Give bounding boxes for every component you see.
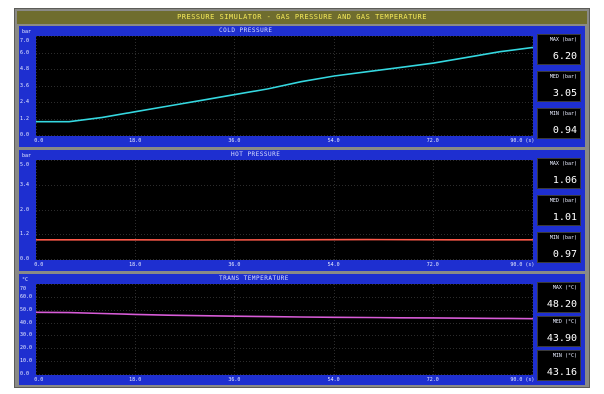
stat-label: MAX (bar) <box>549 37 577 43</box>
x-tick-label: 54.0 <box>327 262 340 268</box>
max-stat-box: MAX (bar) 1.06 <box>537 158 581 189</box>
med-stat-box: MED (bar) 1.01 <box>537 195 581 226</box>
stat-value: 43.16 <box>546 367 577 378</box>
y-unit-label: bar <box>22 153 32 159</box>
x-tick-label: 18.0 <box>129 138 142 144</box>
series-line <box>36 311 533 320</box>
y-tick-label: 0.0 <box>20 371 30 377</box>
stat-label: MAX (°C) <box>552 285 577 291</box>
stat-value: 1.06 <box>552 175 577 186</box>
hot-pressure-panel: HOT PRESSURE bar 5.0 3.4 2.0 1.2 0.0 0.0 18.0… <box>19 150 585 271</box>
x-tick-label: 54.0 <box>327 138 340 144</box>
x-tick-label: 36.0 <box>228 377 241 383</box>
y-tick-label: 30.0 <box>20 332 33 339</box>
x-tick-label: 0.0 <box>34 138 44 144</box>
y-tick-label: 40.0 <box>20 319 33 326</box>
y-tick-label: 1.2 <box>20 231 30 238</box>
stat-value: 43.90 <box>546 333 577 344</box>
y-tick-label: 3.6 <box>20 82 30 89</box>
max-stat-box: MAX (°C) 48.20 <box>537 282 581 313</box>
cold-pressure-chart <box>36 36 533 136</box>
hot-pressure-plot <box>36 160 533 260</box>
cold-pressure-plot <box>36 36 533 136</box>
min-stat-box: MIN (bar) 0.97 <box>537 232 581 263</box>
stat-value: 1.01 <box>552 212 577 223</box>
trans-temperature-panel: TRANS TEMPERATURE °C 70 60.0 50.0 40.0 30.0 2… <box>19 274 585 385</box>
max-stat-box: MAX (bar) 6.20 <box>537 34 581 65</box>
hot-pressure-chart <box>36 160 533 260</box>
x-tick-label: 0.0 <box>34 262 44 268</box>
panel-title: HOT PRESSURE <box>231 151 281 158</box>
x-tick-label: 36.0 <box>228 138 241 144</box>
stat-value: 0.97 <box>552 249 577 260</box>
y-tick-label: 7.0 <box>20 38 30 44</box>
y-unit-label: bar <box>22 29 32 35</box>
min-stat-box: MIN (°C) 43.16 <box>537 350 581 381</box>
stat-label: MIN (bar) <box>549 235 577 241</box>
panel-title: TRANS TEMPERATURE <box>219 275 289 282</box>
series-line <box>36 46 533 123</box>
y-tick-label: 60.0 <box>20 293 33 300</box>
stat-label: MAX (bar) <box>549 161 577 167</box>
stat-label: MED (bar) <box>549 198 577 204</box>
panel-title: COLD PRESSURE <box>219 27 273 34</box>
stat-label: MED (°C) <box>552 319 577 325</box>
y-tick-label: 5.0 <box>20 162 30 168</box>
x-tick-label: 0.0 <box>34 377 44 383</box>
y-tick-label: 2.0 <box>20 206 30 213</box>
stat-label: MIN (bar) <box>549 111 577 117</box>
x-tick-label: 18.0 <box>129 262 142 268</box>
x-tick-label: 72.0 <box>426 138 439 144</box>
min-stat-box: MIN (bar) 0.94 <box>537 108 581 139</box>
y-tick-label: 4.8 <box>20 66 30 72</box>
app-window: PRESSURE SIMULATOR - GAS PRESSURE AND GA… <box>14 8 590 388</box>
med-stat-box: MED (°C) 43.90 <box>537 316 581 347</box>
x-tick-label: 90.0 (s) <box>510 262 535 268</box>
x-tick-label: 90.0 (s) <box>510 377 535 383</box>
stat-label: MIN (°C) <box>552 353 577 359</box>
med-stat-box: MED (bar) 3.05 <box>537 71 581 102</box>
y-tick-label: 6.0 <box>20 49 30 56</box>
cold-pressure-panel: COLD PRESSURE bar 7.0 6.0 4.8 3.6 2.4 1.2 0.0 … <box>19 26 585 147</box>
x-tick-label: 72.0 <box>426 377 439 383</box>
trans-temperature-plot <box>36 284 533 375</box>
x-tick-label: 18.0 <box>129 377 142 383</box>
stat-value: 48.20 <box>546 299 577 310</box>
y-tick-label: 3.4 <box>20 181 30 188</box>
y-tick-label: 70 <box>20 286 27 292</box>
y-tick-label: 1.2 <box>20 115 30 122</box>
stat-value: 6.20 <box>552 51 577 62</box>
y-tick-label: 10.0 <box>20 358 33 365</box>
stat-value: 0.94 <box>552 125 577 136</box>
y-tick-label: 50.0 <box>20 306 33 313</box>
stat-value: 3.05 <box>552 88 577 99</box>
y-unit-label: °C <box>22 277 29 283</box>
x-tick-label: 36.0 <box>228 262 241 268</box>
x-tick-label: 72.0 <box>426 262 439 268</box>
y-tick-label: 2.4 <box>20 99 30 105</box>
x-tick-label: 54.0 <box>327 377 340 383</box>
trans-temperature-chart <box>36 284 533 375</box>
window-title: PRESSURE SIMULATOR - GAS PRESSURE AND GA… <box>17 11 587 24</box>
y-tick-label: 0.0 <box>20 132 30 138</box>
y-tick-label: 20.0 <box>20 345 33 352</box>
stat-label: MED (bar) <box>549 74 577 80</box>
x-tick-label: 90.0 (s) <box>510 138 535 144</box>
y-tick-label: 0.0 <box>20 256 30 262</box>
